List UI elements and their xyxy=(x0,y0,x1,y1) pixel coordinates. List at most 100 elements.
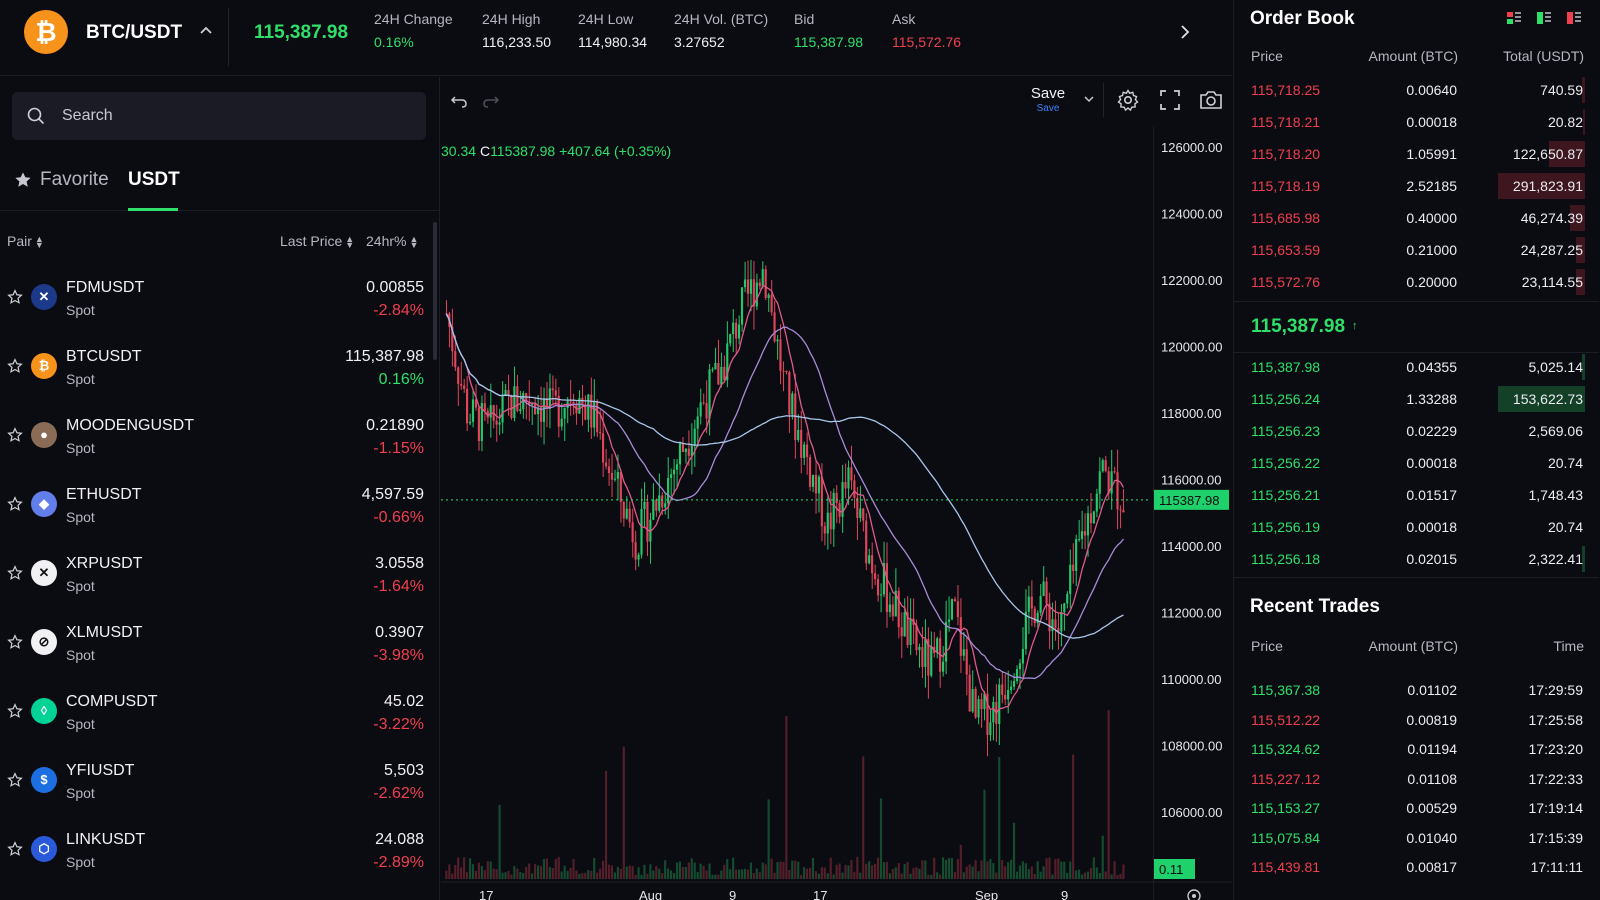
order-book-both-icon[interactable] xyxy=(1506,10,1522,26)
ob-amount: 0.40000 xyxy=(1406,210,1457,226)
star-outline-icon[interactable] xyxy=(7,841,23,857)
candle-body xyxy=(1116,472,1119,510)
star-outline-icon[interactable] xyxy=(7,565,23,581)
candle-body xyxy=(607,466,611,473)
star-outline-icon[interactable] xyxy=(7,703,23,719)
volume-bar xyxy=(1119,873,1122,879)
volume-bar xyxy=(525,866,528,879)
stat-label: Ask xyxy=(892,11,916,27)
mid-price: 115,387.98 xyxy=(1251,316,1346,337)
bid-row[interactable]: 115,256.22 0.00018 20.74 xyxy=(1234,448,1599,480)
candlestick-chart[interactable]: 126000.00 124000.00 122000.00 120000.00 1180… xyxy=(441,127,1232,900)
volume-bar xyxy=(705,870,708,879)
volume-bar xyxy=(743,868,747,879)
pair-selector[interactable]: BTC/USDT xyxy=(86,22,183,43)
bid-row[interactable]: 115,256.24 1.33288 153,622.73 xyxy=(1234,384,1599,416)
volume-bar xyxy=(847,865,850,879)
bid-row[interactable]: 115,256.23 0.02229 2,569.06 xyxy=(1234,416,1599,448)
volume-bar xyxy=(590,870,593,879)
chevron-down-icon[interactable] xyxy=(1081,91,1097,107)
volume-bar xyxy=(548,867,551,879)
ask-row[interactable]: 115,718.20 1.05991 122,650.87 xyxy=(1234,139,1599,171)
sort-last-price[interactable]: Last Price ▲ ▼ xyxy=(280,233,355,251)
candle-body xyxy=(1001,684,1004,695)
pair-row[interactable]: ⬡ LINKUSDT Spot 24.088 -2.89% xyxy=(0,823,430,892)
star-outline-icon[interactable] xyxy=(7,772,23,788)
pair-row[interactable]: ⊘ XLMUSDT Spot 0.3907 -3.98% xyxy=(0,616,430,685)
candle-body xyxy=(560,418,563,427)
ask-row[interactable]: 115,718.25 0.00640 740.59 xyxy=(1234,75,1599,107)
volume-bar xyxy=(1083,872,1087,879)
fullscreen-icon[interactable] xyxy=(1158,88,1182,112)
ask-row[interactable]: 115,718.21 0.00018 20.82 xyxy=(1234,107,1599,139)
sort-pair[interactable]: Pair ▲ ▼ xyxy=(7,233,44,250)
bid-row[interactable]: 115,256.18 0.02015 2,322.41 xyxy=(1234,544,1599,576)
x-tick-label: Aug xyxy=(639,888,662,900)
axis-settings-icon[interactable] xyxy=(1187,889,1201,900)
pair-row[interactable]: ● MOODENGUSDT Spot 0.21890 -1.15% xyxy=(0,409,430,478)
ask-row[interactable]: 115,653.59 0.21000 24,287.25 xyxy=(1234,235,1599,267)
volume-bar xyxy=(628,865,631,879)
redo-icon[interactable] xyxy=(481,91,501,111)
volume-bar xyxy=(962,872,965,879)
bid-row[interactable]: 115,256.19 0.00018 20.74 xyxy=(1234,512,1599,544)
pair-row[interactable]: $ YFIUSDT Spot 5,503 -2.62% xyxy=(0,754,430,823)
star-outline-icon[interactable] xyxy=(7,427,23,443)
order-book-asks-icon[interactable] xyxy=(1566,10,1582,26)
depth-bar xyxy=(1576,269,1585,295)
star-outline-icon[interactable] xyxy=(7,289,23,305)
chevron-up-icon[interactable] xyxy=(196,20,216,40)
star-outline-icon[interactable] xyxy=(7,358,23,374)
ask-row[interactable]: 115,572.76 0.20000 23,114.55 xyxy=(1234,267,1599,299)
candle-body xyxy=(578,397,581,414)
sort-icon: ▲ ▼ xyxy=(345,234,355,251)
tab-favorite[interactable]: Favorite xyxy=(14,169,109,191)
trade-row: 115,075.84 0.01040 17:15:39 xyxy=(1234,824,1599,853)
list-scrollbar[interactable] xyxy=(433,222,437,360)
ob-total: 2,569.06 xyxy=(1528,423,1584,439)
candle-body xyxy=(1015,669,1019,682)
pair-row[interactable]: ◆ ETHUSDT Spot 4,597.59 -0.66% xyxy=(0,478,430,547)
star-outline-icon[interactable] xyxy=(7,496,23,512)
chevron-right-icon[interactable] xyxy=(1175,22,1195,42)
pair-row[interactable]: ✕ FDMUSDT Spot 0.00855 -2.84% xyxy=(0,271,430,340)
bid-row[interactable]: 115,256.21 0.01517 1,748.43 xyxy=(1234,480,1599,512)
candle-body xyxy=(941,661,945,672)
pair-last-price: 0.21890 xyxy=(366,417,424,434)
undo-icon[interactable] xyxy=(449,91,469,111)
gear-icon[interactable] xyxy=(1116,88,1140,112)
trade-time: 17:19:14 xyxy=(1528,800,1584,816)
volume-bar xyxy=(448,864,451,879)
star-outline-icon[interactable] xyxy=(7,634,23,650)
volume-bar xyxy=(924,860,927,879)
ask-row[interactable]: 115,718.19 2.52185 291,823.91 xyxy=(1234,171,1599,203)
volume-bar xyxy=(826,873,829,879)
candle-body xyxy=(1030,596,1033,609)
pair-row[interactable]: ✕ XRPUSDT Spot 3.0558 -1.64% xyxy=(0,547,430,616)
pair-change: -2.89% xyxy=(373,854,424,871)
volume-bar xyxy=(658,868,661,879)
ob-price: 115,256.22 xyxy=(1251,455,1321,471)
save-layout-button[interactable]: Save Save xyxy=(1023,85,1073,114)
candle-body xyxy=(743,279,747,288)
volume-bar xyxy=(989,859,992,879)
search-input[interactable] xyxy=(62,104,402,128)
ask-row[interactable]: 115,685.98 0.40000 46,274.39 xyxy=(1234,203,1599,235)
candle-body xyxy=(590,394,593,428)
pair-row[interactable]: ◊ COMPUSDT Spot 45.02 -3.22% xyxy=(0,685,430,754)
sort-change[interactable]: 24hr% ▲ ▼ xyxy=(366,233,418,250)
pair-row[interactable]: ₿ BTCUSDT Spot 115,387.98 0.16% xyxy=(0,340,430,409)
volume-bar xyxy=(655,866,658,879)
order-book-bids-icon[interactable] xyxy=(1536,10,1552,26)
volume-bar xyxy=(956,859,959,879)
volume-bar xyxy=(684,867,687,879)
camera-icon[interactable] xyxy=(1198,88,1224,112)
tab-usdt[interactable]: USDT xyxy=(128,169,180,190)
bid-row[interactable]: 115,387.98 0.04355 5,025.14 xyxy=(1234,352,1599,384)
coin-icon: ⊘ xyxy=(31,629,57,655)
ob-price: 115,718.25 xyxy=(1251,82,1321,98)
volume-bar xyxy=(729,869,732,879)
y-tick-label: 122000.00 xyxy=(1161,273,1222,288)
price-axis[interactable] xyxy=(1153,127,1232,900)
search-box[interactable] xyxy=(12,92,426,140)
